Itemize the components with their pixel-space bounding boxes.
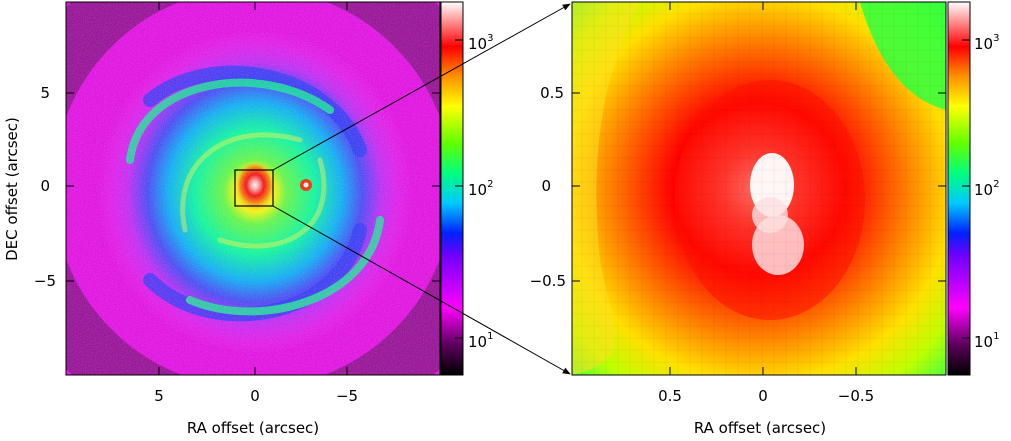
left-ytick-2: −5 — [34, 272, 56, 290]
left-cbar-label-2: 101 — [468, 331, 493, 351]
right-ytick-2: −0.5 — [530, 272, 566, 290]
left-xtick-1: 0 — [250, 387, 260, 405]
right-xtick-0: 0.5 — [658, 387, 682, 405]
zoom-arrow-bottom — [272, 205, 571, 375]
left-cbar-label-0: 103 — [468, 33, 493, 53]
right-ytick-0: 0.5 — [540, 84, 564, 102]
right-cbar-label-2: 101 — [974, 331, 999, 351]
zoom-box — [234, 169, 274, 207]
left-colorbar — [440, 1, 464, 376]
left-ytick-1: 0 — [40, 177, 50, 195]
right-xtick-1: 0 — [758, 387, 768, 405]
left-cbar-label-1: 102 — [468, 179, 493, 199]
left-xlabel: RA offset (arcsec) — [187, 419, 319, 437]
left-ytick-0: 5 — [40, 84, 50, 102]
left-ylabel: DEC offset (arcsec) — [3, 117, 21, 261]
left-ticks — [66, 2, 440, 375]
right-xtick-2: −0.5 — [838, 387, 874, 405]
right-frame — [571, 1, 947, 376]
right-colorbar — [947, 1, 971, 376]
right-cbar-label-1: 102 — [974, 179, 999, 199]
left-frame — [65, 1, 441, 376]
left-xtick-0: 5 — [154, 387, 164, 405]
left-image — [66, 2, 440, 375]
right-image — [572, 2, 946, 375]
zoom-arrow-top — [272, 3, 571, 171]
right-ticks — [572, 2, 946, 375]
right-ytick-1: 0 — [541, 177, 551, 195]
right-cbar-label-0: 103 — [974, 33, 999, 53]
right-xlabel: RA offset (arcsec) — [694, 419, 826, 437]
left-xtick-2: −5 — [336, 387, 358, 405]
